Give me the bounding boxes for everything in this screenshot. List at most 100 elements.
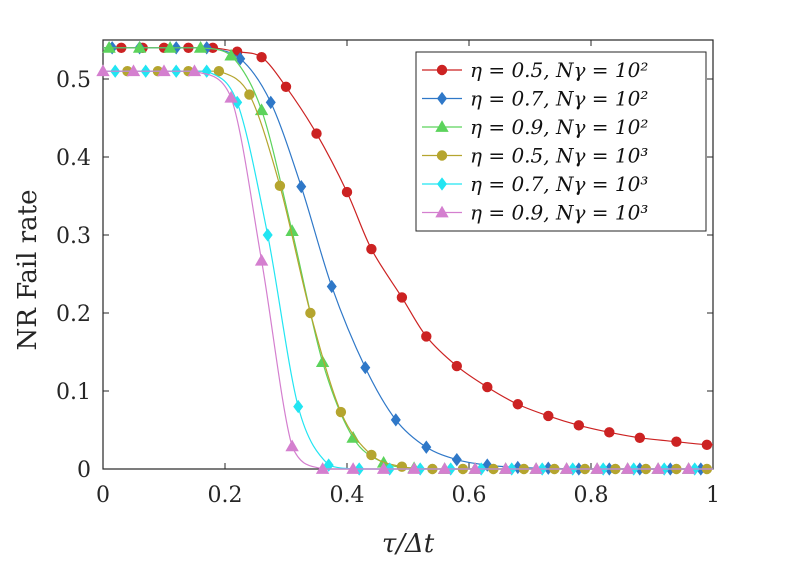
x-tick-label: 0 (96, 483, 110, 508)
data-point (96, 64, 110, 77)
data-point (163, 40, 177, 53)
data-point (396, 292, 408, 303)
data-point (254, 103, 269, 116)
data-point (224, 48, 238, 61)
y-tick-label: 0.1 (56, 380, 91, 405)
data-point (326, 279, 337, 294)
data-point (482, 381, 493, 393)
data-point (451, 360, 463, 372)
data-point (498, 462, 513, 474)
data-point (323, 458, 334, 472)
data-point (311, 128, 322, 139)
data-point (468, 462, 482, 474)
data-point (701, 439, 713, 451)
x-tick-label: 0.6 (452, 483, 487, 508)
legend-marker (437, 91, 447, 106)
data-point (590, 462, 604, 474)
data-point (335, 406, 347, 418)
legend-item: η = 0.7, Nγ = 10³ (422, 172, 648, 196)
y-tick-label: 0.2 (56, 302, 91, 327)
data-point (305, 307, 316, 319)
legend-label: η = 0.5, Nγ = 10² (470, 58, 648, 82)
data-point (132, 40, 147, 53)
plot-area (96, 40, 713, 476)
y-tick-label: 0.5 (56, 68, 91, 93)
series-6 (96, 64, 713, 474)
legend-label: η = 0.7, Nγ = 10³ (470, 172, 648, 196)
legend-marker (436, 150, 448, 161)
data-point (235, 52, 246, 66)
data-point (157, 64, 171, 77)
legend-label: η = 0.7, Nγ = 10² (470, 87, 648, 111)
data-point (651, 462, 665, 474)
x-tick-label: 0.4 (330, 483, 365, 508)
data-point (604, 427, 615, 438)
data-point (265, 95, 276, 110)
data-point (376, 462, 391, 474)
data-point (529, 462, 543, 474)
data-point (213, 65, 225, 77)
data-point (293, 399, 304, 414)
y-tick-label: 0 (77, 458, 91, 483)
legend-item: η = 0.9, Nγ = 10² (422, 115, 648, 139)
legend-item: η = 0.5, Nγ = 10³ (422, 144, 648, 168)
data-point (224, 90, 238, 103)
data-point (620, 462, 635, 474)
data-point (315, 355, 330, 368)
y-tick-label: 0.3 (56, 224, 91, 249)
x-tick-label: 0.8 (574, 483, 609, 508)
data-point (256, 51, 267, 63)
data-point (280, 81, 292, 93)
legend-item: η = 0.9, Nγ = 10³ (422, 201, 648, 225)
data-point (102, 40, 116, 53)
legend-item: η = 0.7, Nγ = 10² (422, 87, 648, 111)
data-point (126, 64, 141, 77)
data-point (193, 40, 208, 53)
data-point (244, 89, 255, 100)
legend-item: η = 0.5, Nγ = 10² (422, 58, 648, 82)
legend-marker (435, 205, 449, 218)
data-point (346, 462, 360, 474)
x-axis-label: τ/Δt (382, 529, 435, 559)
legend-label: η = 0.5, Nγ = 10³ (470, 144, 648, 168)
data-point (360, 360, 371, 375)
data-point (559, 462, 574, 474)
legend-marker (435, 120, 449, 132)
data-point (187, 64, 202, 77)
data-point (390, 413, 401, 427)
x-tick-label: 0.2 (208, 483, 243, 508)
y-tick-label: 0.4 (56, 146, 91, 171)
data-point (407, 462, 421, 474)
data-point (512, 399, 524, 410)
data-point (366, 449, 377, 461)
y-axis-label: NR Fail rate (13, 189, 43, 350)
data-point (396, 461, 408, 472)
data-point (451, 452, 462, 467)
data-point (573, 420, 585, 431)
data-point (274, 180, 286, 192)
series-line (102, 70, 713, 470)
legend-label: η = 0.9, Nγ = 10² (470, 115, 648, 139)
data-point (671, 436, 682, 447)
legend-label: η = 0.9, Nγ = 10³ (470, 201, 648, 225)
data-point (681, 462, 696, 474)
legend-box (415, 51, 707, 232)
data-point (341, 186, 353, 198)
data-point (421, 440, 432, 454)
legend: η = 0.5, Nγ = 10² η = 0.7, Nγ = 10² η = 0.… (415, 51, 707, 232)
data-point (285, 439, 299, 452)
data-point (366, 243, 377, 255)
axes: 0 0.2 0.4 0.6 0.8 1 0 0.1 0.2 0.3 0.4 0.5 (56, 39, 720, 508)
data-point (437, 462, 452, 474)
legend-marker (436, 64, 448, 76)
data-point (262, 228, 273, 242)
legend-marker (437, 177, 447, 191)
x-tick-label: 1 (706, 483, 720, 508)
data-point (346, 430, 360, 443)
data-point (543, 410, 554, 422)
data-point (296, 179, 307, 194)
data-point (634, 432, 646, 444)
data-point (254, 253, 269, 266)
data-point (315, 462, 330, 474)
